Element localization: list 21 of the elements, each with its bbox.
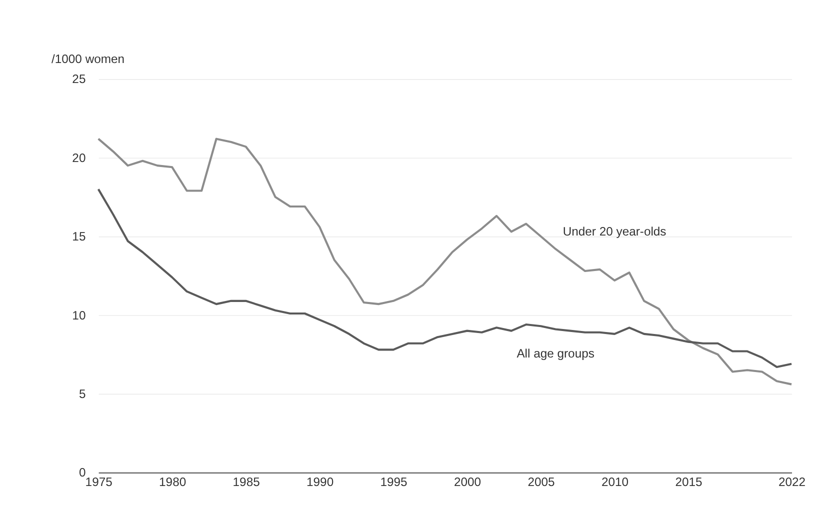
y-tick-label: 5 xyxy=(78,386,86,401)
y-tick-label: 25 xyxy=(72,72,86,86)
x-tick-label: 2010 xyxy=(601,475,629,490)
x-tick-label: 2022 xyxy=(778,475,806,490)
series-label: Under 20 year-olds xyxy=(562,224,666,238)
y-tick-label: 10 xyxy=(72,308,86,322)
x-tick-label: 2015 xyxy=(675,475,703,490)
line-series xyxy=(97,188,793,368)
y-tick-label: 15 xyxy=(72,230,86,244)
x-tick-label: 1985 xyxy=(232,475,260,490)
x-tick-label: 2005 xyxy=(528,475,556,490)
series-label: All age groups xyxy=(516,346,594,360)
x-tick-label: 1975 xyxy=(85,475,113,490)
x-tick-label: 1990 xyxy=(306,475,334,490)
line-series xyxy=(97,138,793,386)
y-tick-label: 0 xyxy=(78,466,86,480)
x-tick-label: 1980 xyxy=(159,475,186,490)
y-tick-label: 20 xyxy=(72,150,86,165)
x-tick-label: 1995 xyxy=(380,475,408,490)
y-axis-title: /1000 women xyxy=(52,52,125,66)
x-tick-label: 2000 xyxy=(454,475,482,490)
